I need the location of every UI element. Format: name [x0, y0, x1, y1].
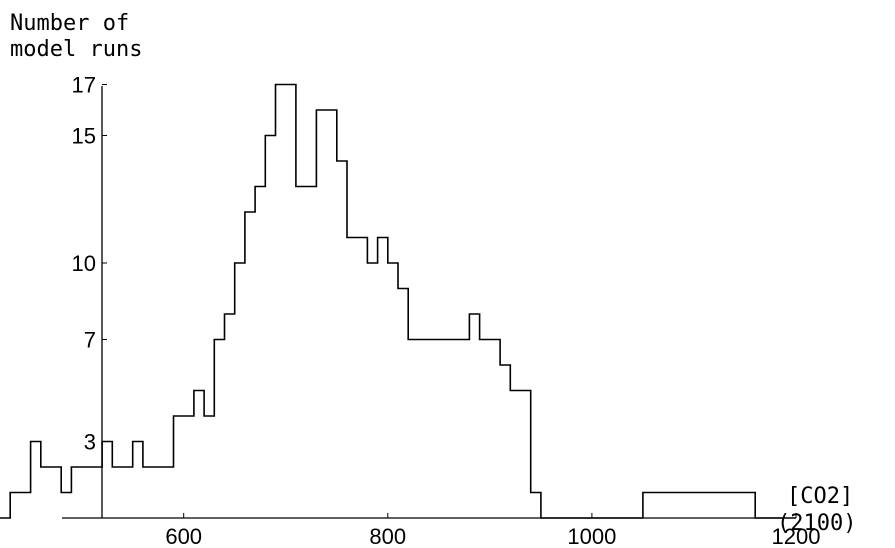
series-step-line — [0, 83, 796, 519]
x-axis-label-line-2: (2100) — [777, 511, 856, 536]
y-tick-label: 17 — [72, 73, 96, 98]
y-tick-label: 10 — [72, 251, 96, 276]
y-axis-label-line-2: model runs — [10, 37, 142, 62]
axes: 3 7 10 15 17 600 800 1000 1200 — [62, 73, 820, 548]
x-tick-label: 1200 — [772, 524, 821, 548]
y-axis-label-line-1: Number of — [10, 11, 129, 36]
x-tick-label: 1000 — [567, 524, 616, 548]
y-tick-label: 7 — [84, 328, 96, 353]
x-tick-label: 600 — [165, 524, 202, 548]
x-axis-label-line-1: [CO2] — [787, 484, 853, 509]
series-layer — [0, 83, 796, 519]
y-tick-label: 3 — [84, 430, 96, 455]
y-tick-label: 15 — [72, 124, 96, 149]
x-tick-label: 800 — [369, 524, 406, 548]
